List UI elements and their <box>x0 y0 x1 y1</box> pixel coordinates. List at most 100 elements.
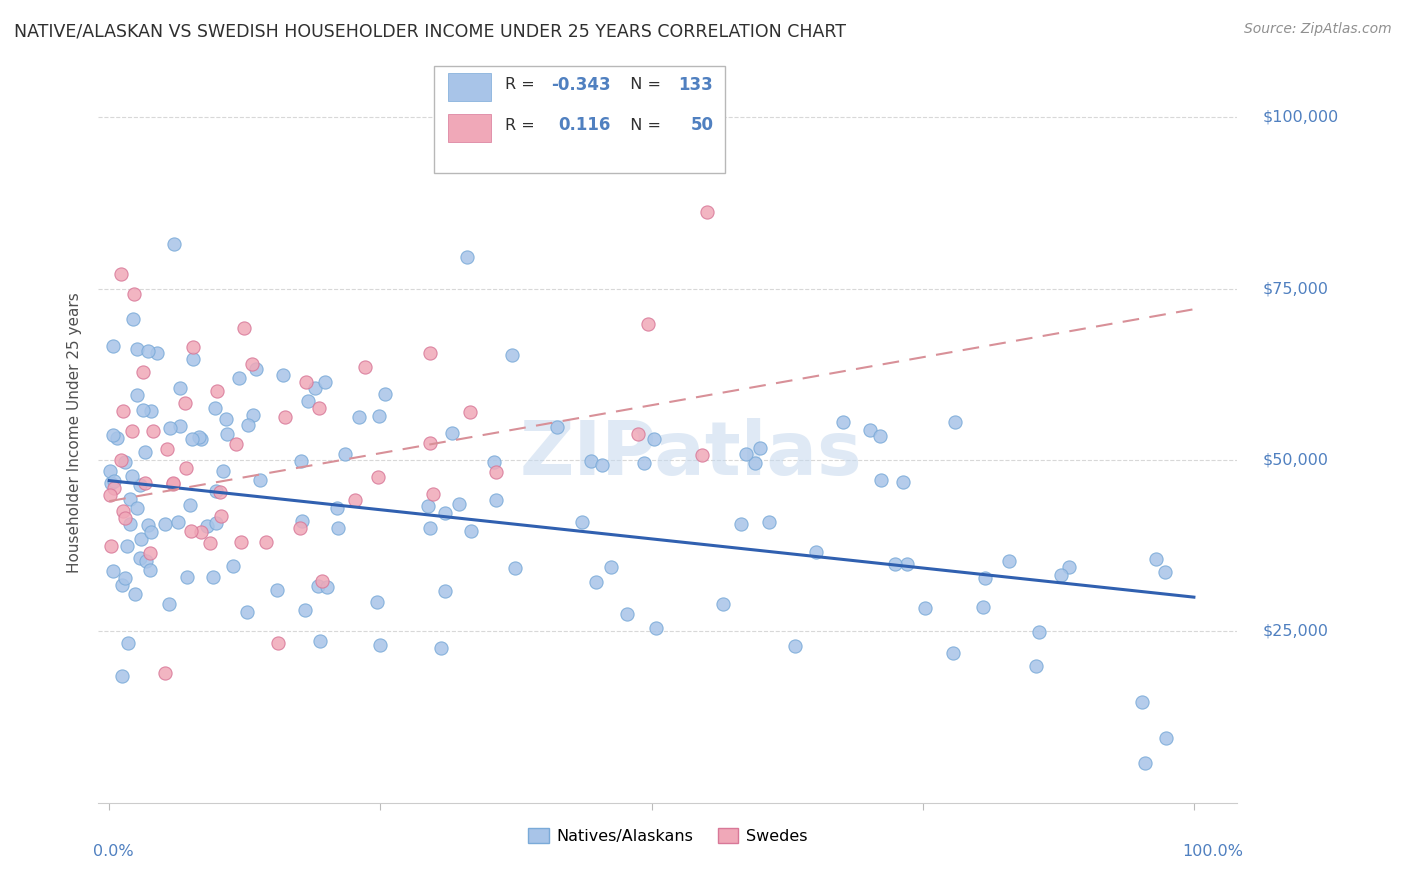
Point <box>758 515 780 529</box>
Point <box>373 387 395 401</box>
Point <box>129 551 152 566</box>
Point <box>1025 659 1047 673</box>
Point <box>271 368 294 382</box>
Point <box>419 521 441 535</box>
Point <box>783 640 806 654</box>
Point <box>114 570 136 584</box>
Point <box>176 570 198 584</box>
Point <box>245 362 267 376</box>
Point <box>169 418 191 433</box>
Point <box>366 595 388 609</box>
Point <box>181 340 204 354</box>
Point <box>122 312 145 326</box>
Text: $100,000: $100,000 <box>1263 110 1339 125</box>
Point <box>111 504 134 518</box>
Point <box>1028 624 1050 639</box>
Point <box>973 571 995 585</box>
Point <box>1153 565 1175 579</box>
Point <box>136 344 159 359</box>
Point <box>142 424 165 438</box>
Text: 0.116: 0.116 <box>558 116 610 135</box>
Point <box>430 640 453 655</box>
Point <box>304 381 326 395</box>
Point <box>869 428 891 442</box>
Point <box>103 474 125 488</box>
Point <box>242 408 264 422</box>
Text: -0.343: -0.343 <box>551 76 610 94</box>
Point <box>354 359 377 374</box>
Point <box>174 460 197 475</box>
Point <box>581 454 603 468</box>
Point <box>1144 551 1167 566</box>
Point <box>180 432 202 446</box>
Point <box>100 539 122 553</box>
Text: 50: 50 <box>690 116 713 135</box>
Point <box>328 521 350 535</box>
Point <box>156 442 179 456</box>
Point <box>222 559 245 574</box>
Point <box>744 456 766 470</box>
Point <box>485 492 508 507</box>
Point <box>416 499 439 513</box>
Bar <box>449 73 491 101</box>
Point <box>103 481 125 495</box>
Point <box>433 583 456 598</box>
Point <box>121 424 143 438</box>
Point <box>503 560 526 574</box>
Point <box>571 516 593 530</box>
Point <box>307 579 329 593</box>
Point <box>456 250 478 264</box>
Point <box>343 492 366 507</box>
Point <box>294 603 316 617</box>
Point <box>101 339 124 353</box>
Point <box>205 516 228 531</box>
Point <box>155 666 177 681</box>
Point <box>198 536 221 550</box>
Point <box>190 524 212 539</box>
Point <box>616 607 638 621</box>
Text: $50,000: $50,000 <box>1263 452 1329 467</box>
Point <box>1130 695 1153 709</box>
Point <box>690 448 713 462</box>
Point <box>236 605 259 619</box>
Point <box>215 412 238 426</box>
Point <box>120 517 142 532</box>
Point <box>204 401 226 416</box>
Point <box>368 638 391 652</box>
Point <box>135 554 157 568</box>
Point <box>105 431 128 445</box>
Point <box>132 403 155 417</box>
Point <box>645 621 668 635</box>
Point <box>229 535 252 549</box>
Point <box>118 491 141 506</box>
Point <box>998 554 1021 568</box>
Point <box>139 404 162 418</box>
Point <box>308 401 330 416</box>
Text: NATIVE/ALASKAN VS SWEDISH HOUSEHOLDER INCOME UNDER 25 YEARS CORRELATION CHART: NATIVE/ALASKAN VS SWEDISH HOUSEHOLDER IN… <box>14 22 846 40</box>
Point <box>110 267 132 281</box>
Point <box>114 511 136 525</box>
Point <box>696 204 718 219</box>
Point <box>367 469 389 483</box>
Point <box>274 410 297 425</box>
Point <box>266 583 288 598</box>
Point <box>804 544 827 558</box>
Point <box>205 484 228 499</box>
Text: $25,000: $25,000 <box>1263 624 1329 639</box>
Text: 0.0%: 0.0% <box>93 844 134 858</box>
Bar <box>449 113 491 142</box>
Point <box>117 539 139 553</box>
Point <box>110 453 132 467</box>
Point <box>249 473 271 487</box>
Text: 133: 133 <box>679 76 713 94</box>
Point <box>195 519 218 533</box>
Point <box>485 465 508 479</box>
Point <box>162 477 184 491</box>
Point <box>333 447 356 461</box>
Point <box>134 445 156 459</box>
Point <box>368 409 391 423</box>
Point <box>190 432 212 446</box>
Point <box>179 498 201 512</box>
Point <box>294 376 316 390</box>
FancyBboxPatch shape <box>434 66 725 173</box>
